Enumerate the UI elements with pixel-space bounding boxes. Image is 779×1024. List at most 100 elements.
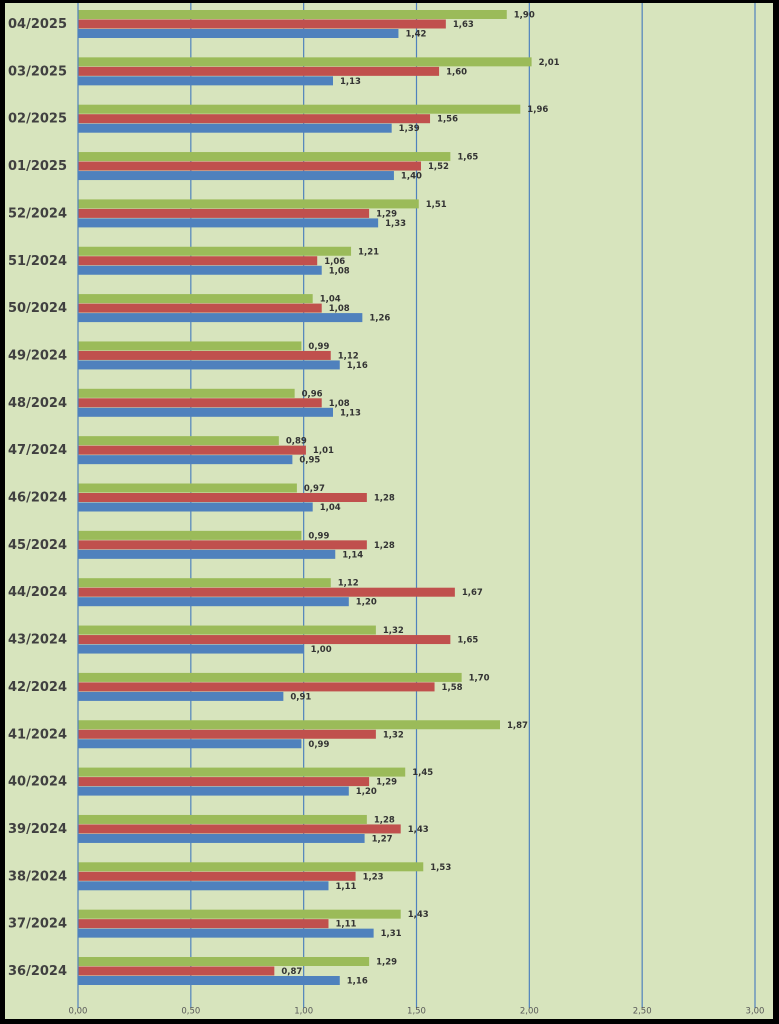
bar-blue: [78, 502, 313, 512]
bar-blue: [78, 833, 365, 843]
category-label: 42/2024: [8, 680, 67, 695]
category-label: 43/2024: [8, 633, 67, 648]
value-label-red: 1,63: [453, 20, 474, 30]
bar-blue: [78, 171, 394, 181]
category-label: 41/2024: [8, 727, 67, 742]
value-label-green: 0,99: [308, 531, 329, 541]
category-label: 44/2024: [8, 585, 67, 600]
value-label-blue: 1,31: [381, 929, 402, 939]
bar-green: [78, 57, 532, 67]
value-label-green: 1,43: [408, 910, 429, 920]
category-label: 40/2024: [8, 775, 67, 790]
value-label-green: 1,65: [457, 153, 478, 163]
bar-blue: [78, 644, 304, 654]
bar-blue: [78, 407, 334, 417]
value-label-red: 1,28: [374, 541, 395, 551]
value-label-red: 1,23: [363, 872, 384, 882]
bar-green: [78, 388, 295, 398]
bar-blue: [78, 29, 399, 38]
bar-green: [78, 10, 507, 19]
category-label: 48/2024: [8, 396, 67, 411]
bar-red: [78, 540, 367, 550]
value-label-red: 1,29: [376, 209, 397, 219]
value-label-red: 1,56: [437, 115, 458, 125]
bar-red: [78, 114, 431, 124]
value-label-green: 1,90: [514, 11, 535, 21]
value-label-green: 1,51: [426, 200, 447, 210]
bar-red: [78, 66, 440, 76]
category-label: 45/2024: [8, 538, 67, 553]
category-label: 50/2024: [8, 301, 67, 316]
bar-red: [78, 777, 370, 787]
value-label-red: 1,06: [324, 257, 345, 267]
bar-red: [78, 729, 376, 739]
category-label: 02/2025: [8, 112, 67, 127]
value-label-red: 1,58: [442, 683, 463, 693]
value-label-blue: 1,40: [401, 172, 422, 182]
bar-green: [78, 814, 367, 824]
bar-blue: [78, 360, 340, 370]
value-label-green: 1,04: [320, 295, 341, 305]
x-tick-label: 2,50: [633, 1007, 652, 1017]
value-label-green: 1,45: [412, 768, 433, 778]
value-label-red: 1,67: [462, 588, 483, 598]
value-label-red: 1,29: [376, 778, 397, 788]
value-label-green: 0,89: [286, 437, 307, 447]
category-label: 36/2024: [8, 964, 67, 979]
value-label-red: 1,32: [383, 730, 404, 740]
value-label-blue: 1,13: [340, 408, 361, 418]
bar-green: [78, 341, 302, 351]
bar-red: [78, 19, 446, 29]
bar-blue: [78, 691, 284, 701]
bar-blue: [78, 739, 302, 749]
bar-red: [78, 919, 329, 929]
x-tick-label: 3,00: [746, 1007, 765, 1017]
value-label-blue: 1,11: [335, 882, 356, 892]
x-tick-label: 2,00: [520, 1007, 539, 1017]
bar-blue: [78, 455, 293, 465]
value-label-red: 1,01: [313, 446, 334, 456]
value-label-green: 2,01: [539, 58, 560, 68]
value-label-red: 1,11: [335, 920, 356, 930]
value-label-red: 1,52: [428, 162, 449, 172]
value-label-blue: 1,33: [385, 219, 406, 229]
bar-red: [78, 161, 422, 171]
value-label-green: 1,12: [338, 579, 359, 589]
value-label-blue: 0,99: [308, 740, 329, 750]
bar-red: [78, 587, 455, 597]
bar-red: [78, 256, 318, 266]
bar-red: [78, 682, 435, 692]
bar-blue: [78, 218, 379, 228]
category-label: 52/2024: [8, 206, 67, 221]
value-label-blue: 1,42: [405, 30, 426, 40]
value-label-green: 0,99: [308, 342, 329, 352]
value-label-red: 1,43: [408, 825, 429, 835]
bar-red: [78, 493, 367, 502]
value-label-green: 1,32: [383, 626, 404, 636]
bar-blue: [78, 928, 374, 938]
value-label-blue: 1,04: [320, 503, 341, 513]
bar-blue: [78, 313, 363, 323]
value-label-green: 1,28: [374, 815, 395, 825]
bar-green: [78, 152, 451, 162]
value-label-red: 1,12: [338, 351, 359, 361]
bar-blue: [78, 76, 334, 86]
value-label-green: 0,96: [302, 389, 323, 399]
bar-red: [78, 966, 275, 976]
bar-green: [78, 767, 406, 777]
bar-red: [78, 398, 322, 408]
category-label: 47/2024: [8, 443, 67, 458]
bar-blue: [78, 265, 322, 275]
bar-blue: [78, 881, 329, 891]
bar-green: [78, 530, 302, 540]
bar-green: [78, 625, 376, 635]
bar-green: [78, 199, 419, 209]
bar-green: [78, 483, 297, 493]
category-label: 38/2024: [8, 869, 67, 884]
x-tick-label: 0,50: [181, 1007, 200, 1017]
value-label-green: 0,97: [304, 484, 325, 494]
bar-green: [78, 104, 521, 114]
value-label-green: 1,21: [358, 247, 379, 257]
